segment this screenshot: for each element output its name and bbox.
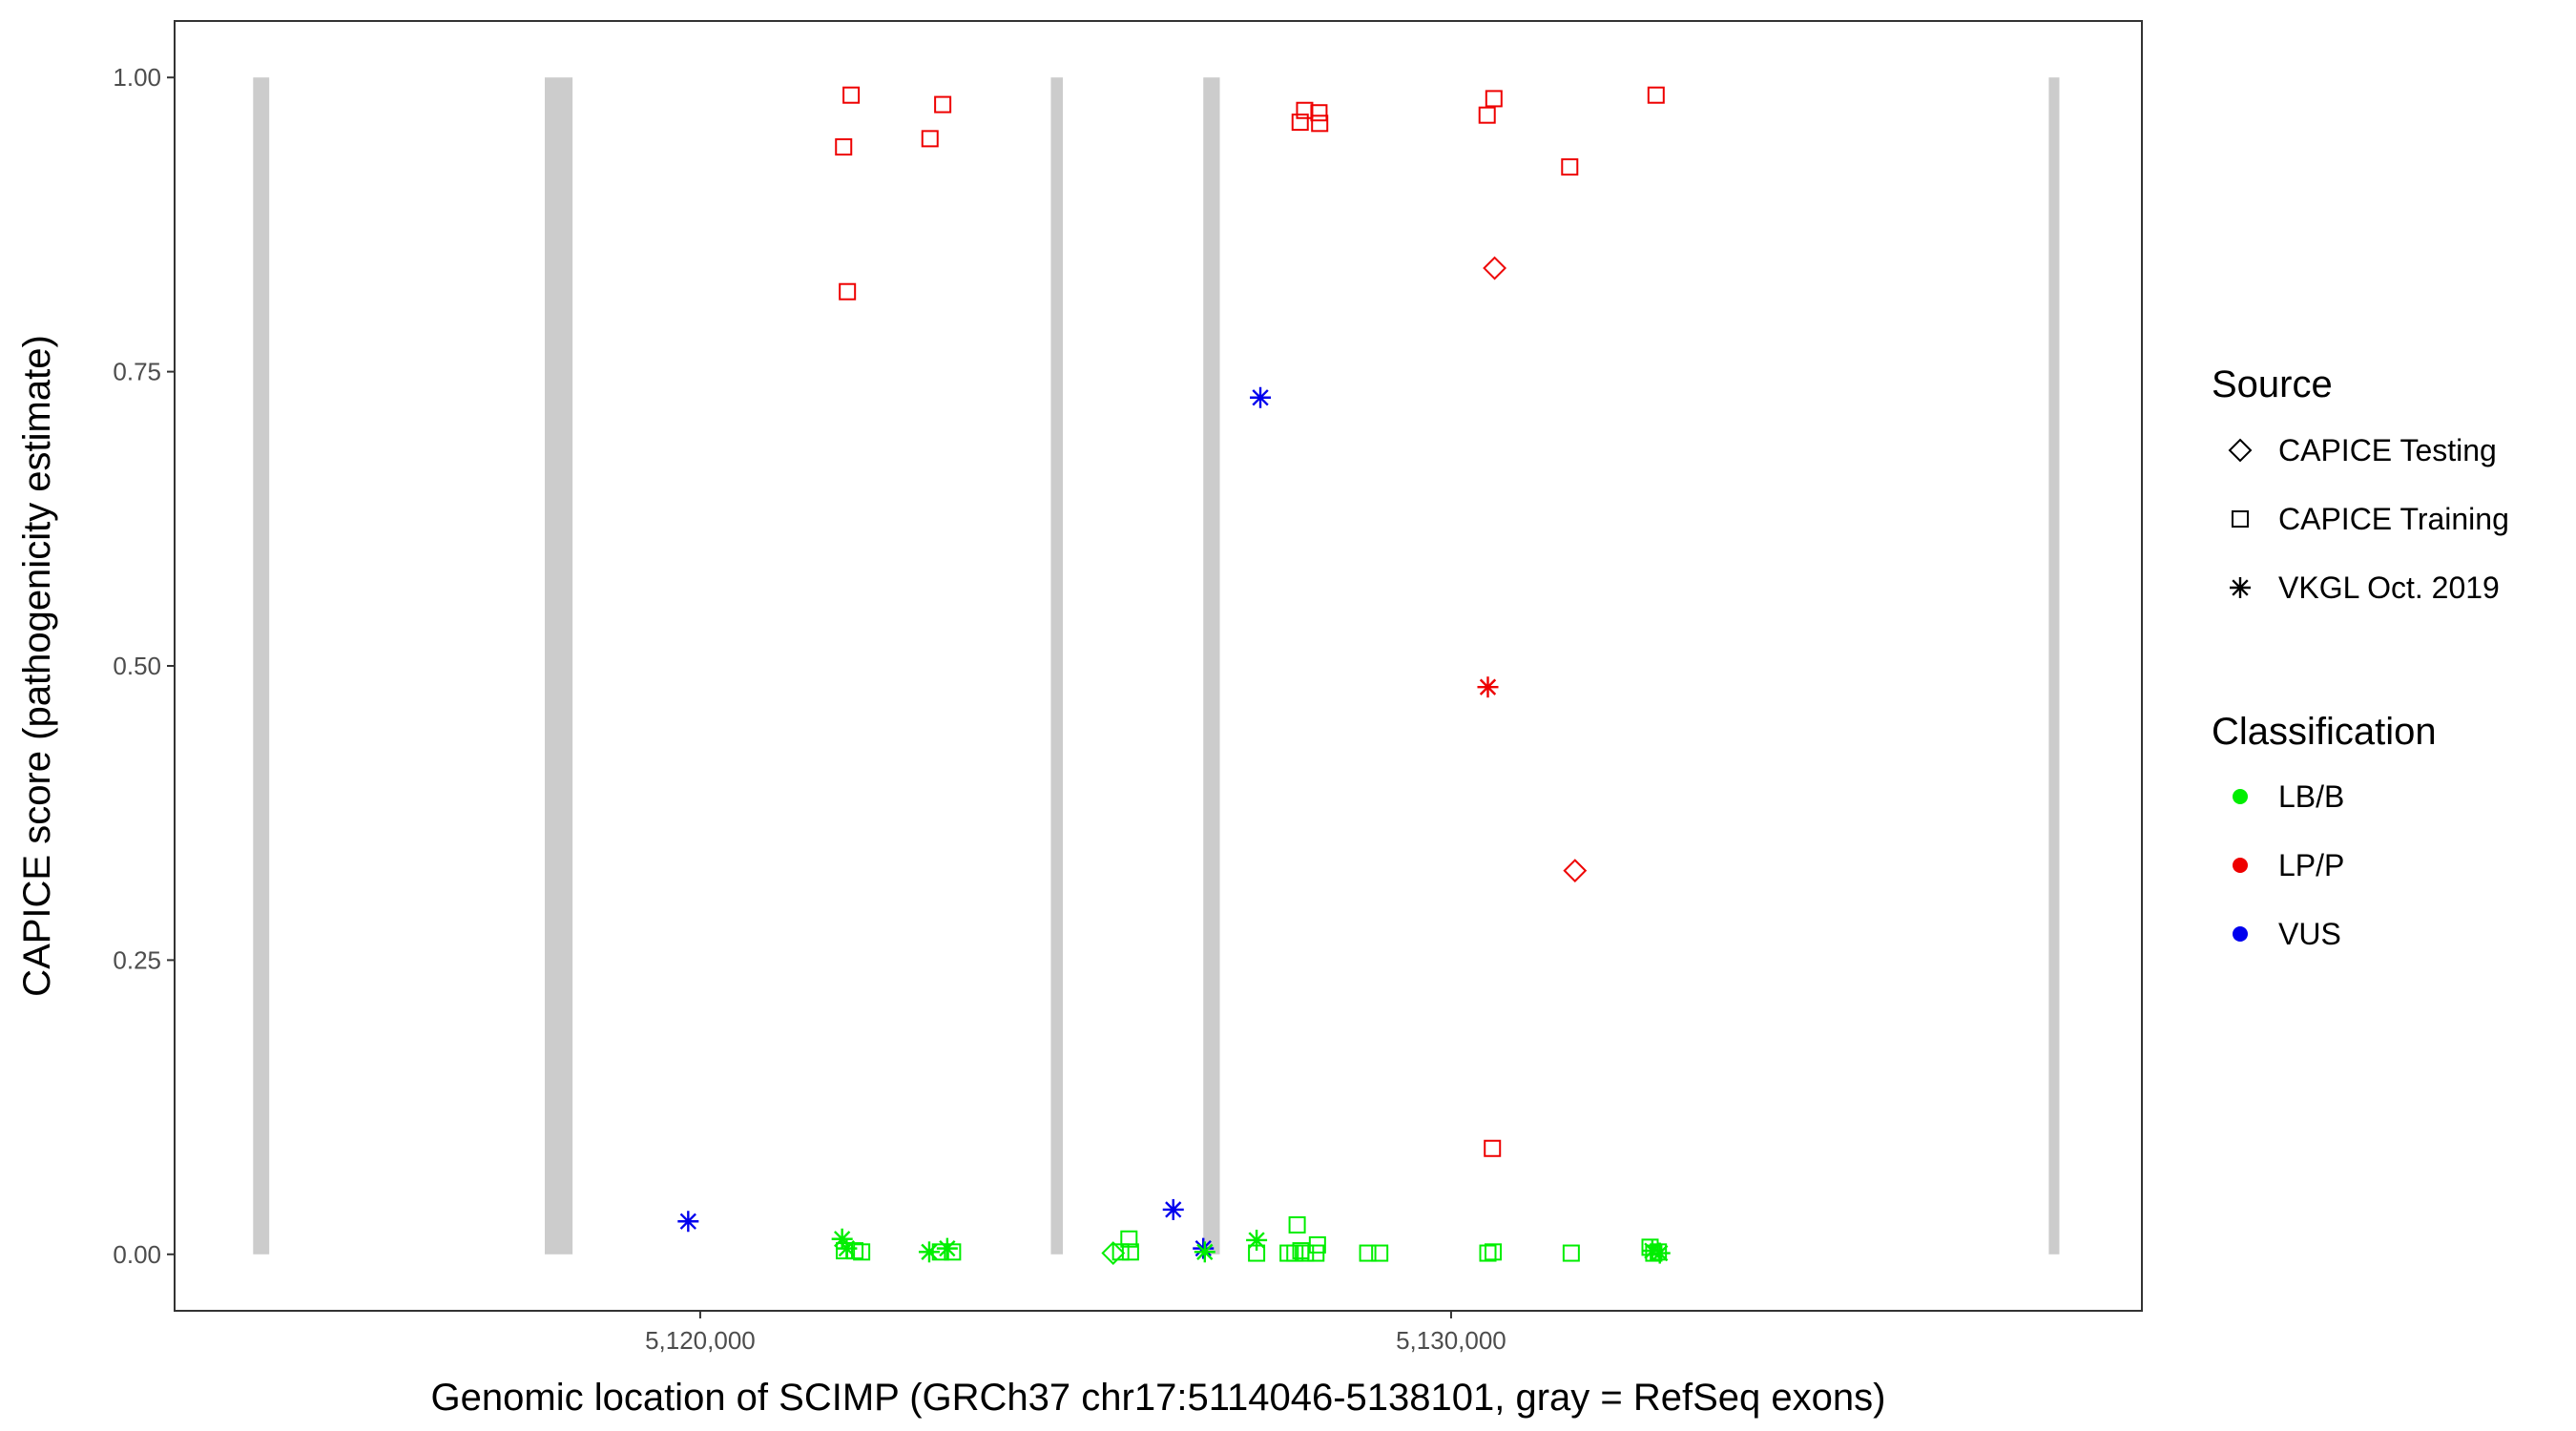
legend-key-training	[2232, 510, 2249, 528]
exon-bar-1	[253, 77, 270, 1255]
exon-bar-5	[2048, 77, 2060, 1255]
legend-label-lb-b: LB/B	[2278, 779, 2344, 814]
data-point-training-lp-p	[1310, 104, 1328, 122]
data-point-training-lb-b	[1288, 1215, 1306, 1234]
data-point-training-lb-b	[1359, 1244, 1377, 1262]
data-point-training-lb-b	[1120, 1230, 1138, 1248]
legend-key-lp-p	[2233, 858, 2248, 873]
data-point-training-lp-p	[1485, 90, 1503, 108]
legend-key-vus	[2233, 926, 2248, 942]
data-point-training-lp-p	[921, 130, 939, 148]
x-tick-label: 5,120,000	[645, 1326, 756, 1355]
data-point-training-lb-b	[836, 1242, 854, 1260]
data-point-testing-lp-p	[1483, 256, 1507, 280]
x-axis-title: Genomic location of SCIMP (GRCh37 chr17:…	[431, 1377, 1886, 1419]
data-point-training-lb-b	[1307, 1244, 1325, 1262]
y-tick-label: 1.00	[113, 63, 161, 92]
data-point-testing-lb-b	[1101, 1241, 1126, 1265]
data-point-training-lp-p	[1311, 114, 1329, 133]
legend-sources: CAPICE Testing CAPICE Training VKGL Oct. 2…	[2228, 433, 2509, 605]
data-point-vkgl-vus	[1162, 1198, 1184, 1220]
exon-layer	[253, 77, 2060, 1255]
y-tick-label: 0.25	[113, 945, 161, 974]
data-point-training-lp-p	[1561, 157, 1579, 176]
data-point-training-lp-p	[839, 282, 857, 301]
data-point-training-lb-b	[1562, 1244, 1580, 1262]
y-tick-label: 0.00	[113, 1240, 161, 1269]
data-point-training-lp-p	[1291, 114, 1309, 132]
data-point-training-lb-b	[1485, 1243, 1503, 1261]
legend-label-lp-p: LP/P	[2278, 848, 2344, 882]
legend-key-testing	[2228, 438, 2253, 463]
exon-bar-3	[1050, 77, 1064, 1255]
data-point-training-lb-b	[931, 1243, 949, 1261]
data-point-testing-lp-p	[1563, 859, 1588, 883]
data-point-training-lb-b	[853, 1243, 871, 1261]
data-point-training-lb-b	[1286, 1244, 1304, 1262]
data-points	[677, 86, 1671, 1265]
y-tick-label: 0.50	[113, 652, 161, 680]
data-point-training-lp-p	[934, 95, 952, 114]
data-point-vkgl-lb-b	[918, 1241, 940, 1263]
legend-label-vkgl: VKGL Oct. 2019	[2278, 570, 2500, 605]
legend: Source CAPICE Testing CAPICE Training VKGL…	[2212, 363, 2509, 951]
data-point-training-lp-p	[835, 137, 853, 156]
legend-key-vkgl	[2230, 577, 2251, 598]
data-point-training-lp-p	[1478, 106, 1496, 124]
legend-classes: LB/B LP/P VUS	[2233, 779, 2344, 951]
x-axis: 5,120,000 5,130,000	[645, 1311, 1506, 1355]
data-point-training-lb-b	[1248, 1244, 1266, 1262]
data-point-training-lp-p	[842, 86, 861, 104]
data-point-training-lb-b	[1371, 1244, 1389, 1262]
legend-label-testing: CAPICE Testing	[2278, 433, 2497, 467]
data-point-vkgl-vus	[1193, 1237, 1215, 1259]
data-point-vkgl-lp-p	[1477, 676, 1499, 698]
data-point-training-lb-b	[1121, 1243, 1139, 1261]
exon-bar-2	[545, 77, 573, 1255]
data-point-training-lb-b	[1479, 1244, 1497, 1262]
x-tick-label: 5,130,000	[1396, 1326, 1506, 1355]
data-point-vkgl-vus	[677, 1211, 699, 1233]
data-point-training-lb-b	[944, 1243, 962, 1261]
data-point-vkgl-vus	[1250, 386, 1272, 408]
data-point-training-lp-p	[1484, 1139, 1502, 1157]
legend-classification-title: Classification	[2212, 711, 2437, 753]
legend-source-title: Source	[2212, 363, 2333, 405]
y-axis: 0.00 0.25 0.50 0.75 1.00	[113, 63, 175, 1269]
data-point-training-lp-p	[1296, 101, 1314, 119]
legend-label-training: CAPICE Training	[2278, 502, 2509, 536]
data-point-vkgl-lb-b	[1194, 1241, 1215, 1263]
exon-bar-4	[1203, 77, 1220, 1255]
y-axis-title: CAPICE score (pathogenicity estimate)	[16, 335, 58, 997]
legend-key-lb-b	[2233, 789, 2248, 804]
y-tick-label: 0.75	[113, 358, 161, 386]
legend-label-vus: VUS	[2278, 917, 2341, 951]
data-point-vkgl-lb-b	[1649, 1242, 1671, 1264]
data-point-training-lp-p	[1647, 86, 1665, 104]
